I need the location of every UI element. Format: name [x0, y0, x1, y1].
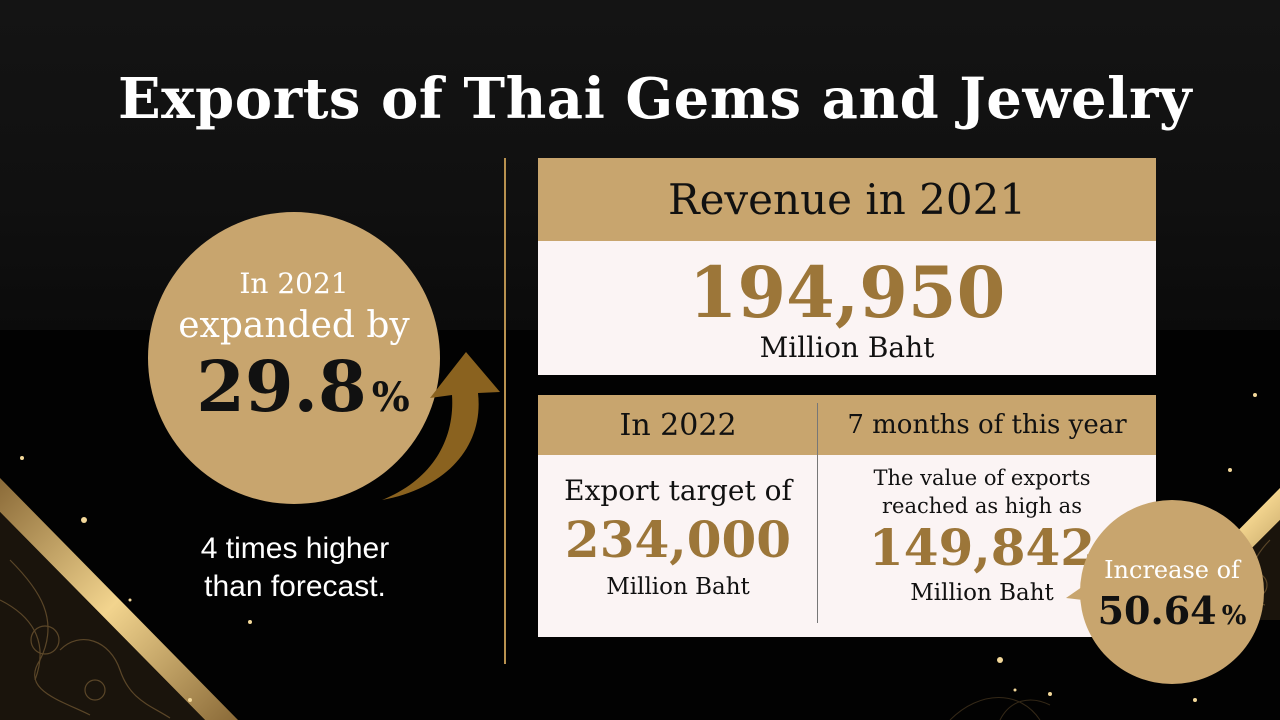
- revenue-unit: Million Baht: [759, 331, 935, 364]
- target-header-bar: [538, 395, 1156, 455]
- growth-note: 4 times higher than forecast.: [140, 530, 450, 606]
- growth-unit: %: [371, 374, 410, 421]
- growth-note-line1: 4 times higher: [200, 532, 390, 565]
- target-unit: Million Baht: [606, 574, 750, 600]
- target-value: 234,000: [564, 510, 792, 569]
- ytd-label-line1: The value of exports: [873, 466, 1091, 490]
- ytd-value: 149,842: [868, 518, 1096, 577]
- growth-number: 29.8: [196, 345, 367, 428]
- growth-year: In 2021: [239, 267, 349, 300]
- growth-value: 29.8 %: [168, 345, 438, 428]
- ytd-unit: Million Baht: [910, 580, 1054, 606]
- ytd-label: The value of exports reached as high as: [822, 464, 1142, 520]
- increase-unit: %: [1221, 601, 1247, 631]
- page-title: Exports of Thai Gems and Jewelry: [117, 66, 1192, 132]
- panel-divider: [817, 403, 818, 623]
- ytd-label-line2: reached as high as: [882, 494, 1082, 518]
- increase-number: 50.64: [1097, 588, 1217, 633]
- target-heading: In 2022: [619, 407, 737, 443]
- revenue-panel: 194,950 Million Baht: [538, 241, 1156, 375]
- revenue-value: 194,950: [688, 251, 1006, 334]
- increase-label: Increase of: [1104, 556, 1240, 584]
- growth-label: expanded by: [178, 305, 410, 346]
- target-label: Export target of: [564, 474, 792, 507]
- growth-note-line2: than forecast.: [204, 570, 386, 603]
- increase-circle: [1080, 500, 1264, 684]
- increase-value: 50.64 %: [1080, 588, 1264, 633]
- vertical-divider: [504, 158, 506, 664]
- ytd-heading: 7 months of this year: [847, 410, 1127, 440]
- revenue-heading: Revenue in 2021: [538, 158, 1156, 241]
